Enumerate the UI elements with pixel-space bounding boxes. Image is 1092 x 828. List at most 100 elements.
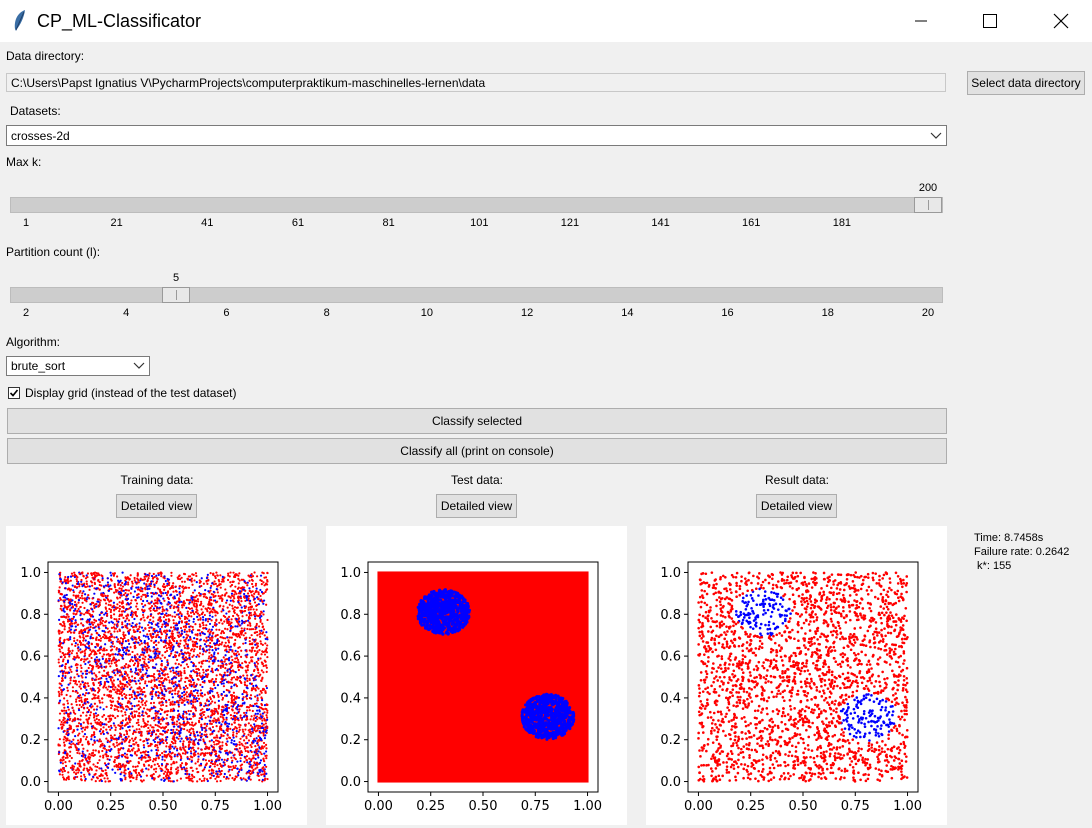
data-point [192, 650, 195, 653]
data-point [227, 572, 230, 575]
close-button[interactable] [1038, 0, 1084, 42]
display-grid-checkbox[interactable] [8, 387, 20, 399]
minimize-button[interactable] [898, 0, 944, 42]
algorithm-combobox[interactable]: brute_sort [6, 356, 150, 376]
data-point [75, 769, 78, 772]
data-point [129, 760, 132, 763]
data-point [153, 666, 156, 669]
select-data-directory-button[interactable]: Select data directory [967, 71, 1085, 95]
data-point [139, 598, 143, 601]
classify-selected-button[interactable]: Classify selected [7, 408, 947, 434]
data-point [96, 765, 99, 769]
data-point [99, 599, 102, 602]
data-point [147, 602, 150, 605]
data-point [89, 649, 92, 652]
data-point [160, 769, 163, 773]
data-point [190, 690, 193, 693]
data-point [213, 651, 216, 654]
max-k-slider[interactable] [10, 197, 943, 213]
data-point [190, 773, 194, 776]
data-point [106, 688, 109, 691]
data-point [73, 743, 77, 746]
classify-all-button[interactable]: Classify all (print on console) [7, 438, 947, 464]
data-point [246, 595, 249, 598]
data-point [218, 628, 221, 631]
data-point [195, 674, 199, 678]
data-point [233, 590, 236, 593]
data-point [229, 627, 233, 630]
data-point [145, 712, 148, 715]
data-point [75, 666, 79, 669]
data-point [174, 731, 177, 734]
data-point [222, 675, 225, 678]
training-detailed-view-button[interactable]: Detailed view [116, 494, 197, 518]
data-point [250, 765, 253, 768]
data-point [65, 593, 68, 597]
result-detailed-view-button[interactable]: Detailed view [756, 494, 837, 518]
data-point [101, 769, 105, 773]
data-point [211, 639, 214, 642]
data-point [63, 717, 66, 720]
data-point [220, 758, 224, 761]
training-scatter-plot: 0.00 0.25 0.50 0.75 1.000.00.20.40.60.81.0 [20, 561, 282, 814]
data-point [108, 675, 111, 679]
data-point [172, 669, 175, 672]
data-point [142, 717, 145, 721]
data-point [163, 685, 166, 688]
data-point [113, 630, 116, 633]
test-detailed-view-button[interactable]: Detailed view [436, 494, 517, 518]
data-point [232, 736, 235, 739]
data-point [85, 672, 89, 675]
data-point [174, 742, 177, 745]
data-point [70, 619, 73, 623]
data-point [229, 736, 232, 740]
data-point [67, 708, 70, 711]
partition-count-slider-thumb[interactable] [162, 287, 190, 303]
data-point [250, 758, 253, 761]
data-point [155, 580, 159, 583]
data-point [91, 623, 95, 626]
maximize-button[interactable] [967, 0, 1013, 42]
data-point [61, 674, 64, 677]
partition-count-slider[interactable] [10, 287, 943, 303]
data-point [121, 685, 124, 688]
data-point [251, 627, 255, 631]
data-point [66, 588, 69, 591]
max-k-slider-thumb[interactable] [914, 197, 942, 213]
data-point [128, 770, 132, 773]
data-point [178, 587, 181, 590]
data-point [92, 601, 95, 605]
data-point [173, 703, 176, 706]
data-point [262, 613, 265, 616]
datasets-combobox[interactable]: crosses-2d [6, 125, 947, 146]
data-point [77, 623, 80, 626]
data-point [202, 627, 205, 630]
data-point [220, 632, 223, 635]
data-point [230, 697, 233, 700]
data-point [111, 642, 114, 645]
data-point [168, 681, 171, 684]
data-point [261, 726, 265, 730]
data-point [228, 595, 231, 598]
data-point [141, 690, 144, 694]
data-point [105, 749, 108, 752]
data-point [133, 656, 136, 659]
data-point [248, 709, 251, 712]
data-point [201, 680, 204, 684]
data-point [207, 590, 210, 593]
data-point [128, 721, 131, 724]
data-point [173, 747, 176, 750]
data-directory-field[interactable]: C:\Users\Papst Ignatius V\PycharmProject… [6, 73, 946, 92]
data-point [225, 716, 228, 719]
data-point [222, 734, 225, 737]
data-point [200, 715, 203, 718]
data-point [240, 611, 243, 614]
data-point [178, 592, 181, 595]
data-point [116, 678, 120, 681]
data-point [232, 571, 235, 574]
data-point [265, 666, 268, 669]
data-point [61, 642, 65, 645]
data-point [146, 708, 149, 711]
data-point [251, 575, 255, 578]
data-point [178, 598, 181, 602]
